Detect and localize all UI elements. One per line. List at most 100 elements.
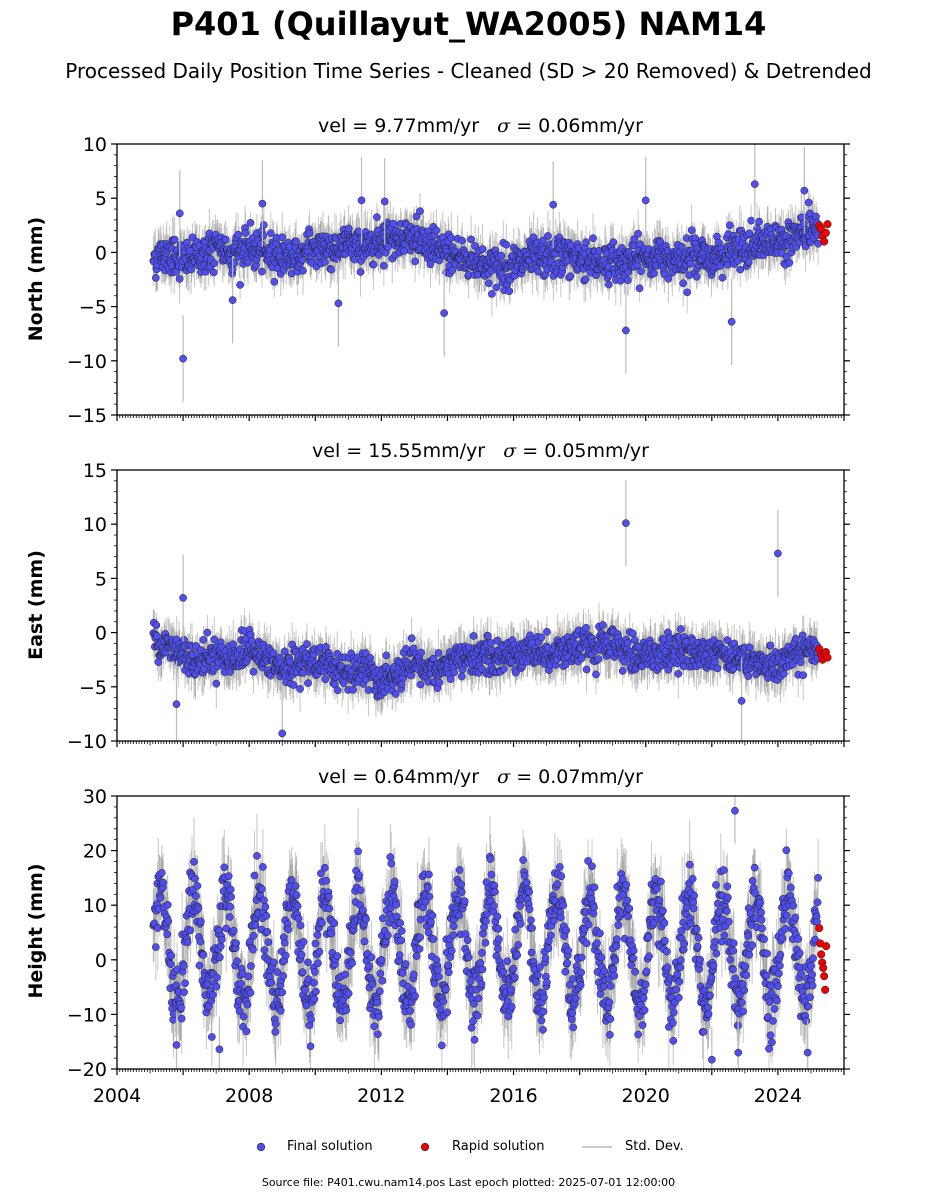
final-point <box>210 259 219 268</box>
final-point <box>369 260 378 269</box>
final-point <box>812 212 820 221</box>
final-point <box>234 230 242 239</box>
north-velocity: vel = 9.77mm/yr <box>318 115 480 137</box>
final-point <box>382 651 391 660</box>
final-point <box>718 273 727 282</box>
east-sigma: = 0.05mm/yr <box>516 440 649 462</box>
y-tick-label: −5 <box>79 297 107 319</box>
final-point <box>755 217 763 226</box>
final-point <box>278 233 287 242</box>
final-point <box>366 653 374 662</box>
final-point <box>266 229 275 237</box>
final-point <box>432 226 441 235</box>
final-point <box>209 268 218 277</box>
final-point <box>492 283 501 292</box>
final-point <box>505 287 514 296</box>
y-tick-label: 10 <box>83 134 107 156</box>
final-point <box>260 221 268 229</box>
final-point <box>349 685 357 694</box>
final-point <box>258 199 267 208</box>
final-point <box>744 258 753 267</box>
final-point <box>154 658 163 666</box>
final-point <box>259 231 268 240</box>
rapid-point <box>821 228 830 237</box>
final-point <box>650 269 658 278</box>
y-tick-label: 0 <box>95 242 107 264</box>
final-point <box>305 229 314 238</box>
final-point <box>383 243 392 251</box>
final-point <box>357 196 366 205</box>
final-point <box>630 235 639 244</box>
final-point <box>246 218 255 227</box>
final-point <box>623 276 632 285</box>
final-point <box>641 196 650 205</box>
y-tick-label: −15 <box>67 405 107 427</box>
final-point <box>502 240 511 249</box>
final-point <box>725 221 734 230</box>
final-point <box>800 186 809 195</box>
final-point <box>186 247 194 255</box>
final-point <box>397 680 406 689</box>
final-point <box>727 317 736 326</box>
plot-area-1 <box>149 479 832 741</box>
final-point <box>549 200 558 209</box>
final-point <box>299 266 307 275</box>
final-point <box>269 649 278 657</box>
final-point <box>634 229 642 238</box>
final-point <box>304 679 312 687</box>
panel-0: 10 5 0 −5 −10 −15 <box>67 134 850 427</box>
final-point <box>471 242 479 250</box>
final-point <box>327 265 336 274</box>
final-point <box>188 233 197 242</box>
final-point <box>229 640 238 649</box>
final-point <box>435 678 444 687</box>
final-point <box>582 238 590 247</box>
final-point <box>258 267 266 276</box>
final-point <box>152 621 161 630</box>
final-point <box>199 636 208 644</box>
chart-subtitle: Processed Daily Position Time Series - C… <box>65 59 872 83</box>
final-point <box>298 255 307 264</box>
final-point <box>458 236 467 245</box>
panel-title-east: vel = 15.55mm/yr σ = 0.05mm/yr <box>117 439 844 463</box>
final-point <box>299 668 307 677</box>
final-point <box>389 219 398 228</box>
final-point <box>799 219 808 228</box>
y-tick-label: −10 <box>67 351 107 373</box>
final-point <box>179 354 187 363</box>
final-point <box>692 272 701 281</box>
final-point <box>677 243 686 251</box>
final-point <box>210 635 219 644</box>
final-point <box>589 234 597 243</box>
final-points-0 <box>149 198 822 298</box>
final-point <box>426 260 435 269</box>
final-point <box>497 251 506 260</box>
final-point <box>236 281 244 289</box>
final-point <box>417 648 425 657</box>
final-point <box>416 207 424 216</box>
final-point <box>228 296 237 304</box>
final-point <box>434 649 443 657</box>
final-point <box>170 235 179 244</box>
height-sigma-symbol: σ <box>497 766 511 788</box>
final-point <box>244 258 252 267</box>
final-point <box>609 238 618 247</box>
final-point <box>581 275 590 284</box>
rapid-point <box>820 237 829 246</box>
final-point <box>488 290 496 298</box>
final-point <box>289 681 298 689</box>
final-point <box>356 268 365 276</box>
final-point <box>637 267 645 276</box>
final-point <box>257 239 265 248</box>
final-point <box>447 233 456 242</box>
final-point <box>804 198 813 207</box>
final-point <box>334 299 343 308</box>
final-point <box>747 216 755 225</box>
final-point <box>544 232 552 240</box>
final-point <box>303 640 311 648</box>
final-point <box>605 280 613 289</box>
final-point <box>379 261 388 270</box>
rapid-point <box>823 220 832 229</box>
plot-area-0 <box>149 144 832 402</box>
